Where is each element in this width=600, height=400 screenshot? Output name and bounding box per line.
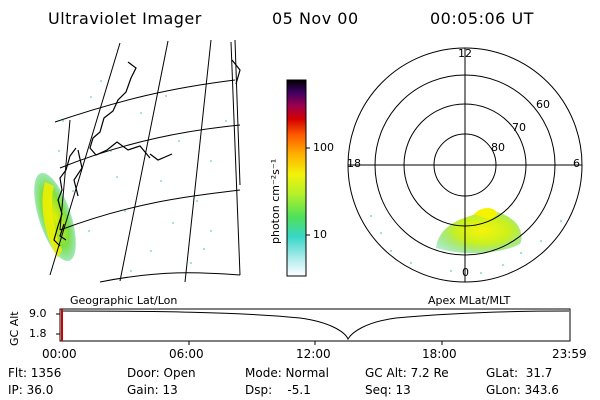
auroral-oval-right: [436, 211, 522, 254]
lat-label-70: 70: [512, 121, 526, 134]
colorbar-unit-label: photon cm⁻²s⁻¹: [269, 158, 282, 244]
alt-tick-1-8: 1.8: [29, 327, 47, 340]
time-tick-1800: 18:00: [422, 347, 457, 361]
time-label: 00:05:06 UT: [430, 9, 534, 28]
info-ip: IP: 36.0: [8, 383, 54, 397]
geographic-map: [34, 39, 241, 283]
time-tick-1200: 12:00: [296, 347, 331, 361]
info-glat: GLat: 31.7: [486, 366, 553, 380]
info-flt: Flt: 1356: [8, 366, 62, 380]
alt-tick-9: 9.0: [29, 307, 47, 320]
mlt-label-18: 18: [347, 157, 361, 170]
lat-label-80: 80: [491, 141, 505, 154]
mlt-label-6: 6: [573, 157, 580, 170]
info-gain: Gain: 13: [127, 383, 178, 397]
polar-plot: [347, 47, 583, 283]
altitude-plot: [56, 308, 571, 345]
mlt-label-12: 12: [458, 47, 472, 60]
info-seq: Seq: 13: [365, 383, 411, 397]
info-dsp: Dsp: -5.1: [245, 383, 311, 397]
time-tick-2359: 23:59: [552, 347, 587, 361]
colorbar-gradient: [287, 80, 306, 276]
geographic-panel-label: Geographic Lat/Lon: [70, 294, 178, 307]
instrument-title: Ultraviolet Imager: [48, 9, 202, 28]
date-label: 05 Nov 00: [272, 9, 359, 28]
info-door: Door: Open: [127, 366, 196, 380]
lat-label-60: 60: [536, 98, 550, 111]
info-gc-alt: GC Alt: 7.2 Re: [365, 366, 449, 380]
mlt-label-0: 0: [462, 266, 469, 279]
polar-noise-speckles: [370, 215, 562, 274]
info-glon: GLon: 343.6: [486, 383, 559, 397]
time-tick-0600: 06:00: [169, 347, 204, 361]
colorbar: [286, 79, 310, 277]
gc-alt-axis-label: GC Alt: [8, 311, 21, 346]
colorbar-tick-10: 10: [313, 228, 327, 241]
time-tick-0000: 00:00: [42, 347, 77, 361]
colorbar-tick-100: 100: [313, 141, 334, 154]
info-mode: Mode: Normal: [245, 366, 329, 380]
map-noise-speckles: [58, 80, 227, 272]
altitude-plot-frame: [59, 308, 571, 342]
altitude-curve: [60, 310, 570, 341]
coastlines: [53, 59, 241, 247]
apex-panel-label: Apex MLat/MLT: [428, 294, 511, 307]
